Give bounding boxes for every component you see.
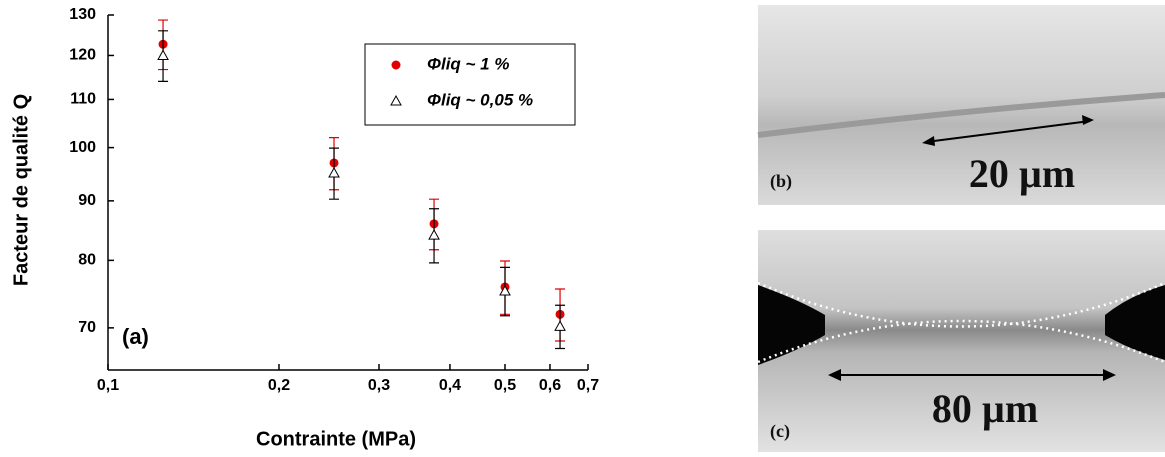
scale-label: 80 µm [932, 386, 1038, 431]
data-point [499, 284, 511, 296]
x-tick-label: 0,2 [268, 377, 290, 394]
legend-label: Φliq ~ 1 % [427, 54, 509, 73]
data-point [554, 320, 566, 331]
image-b [758, 5, 1165, 205]
x-tick-label: 0,6 [539, 377, 561, 394]
x-axis-label: Contrainte (MPa) [256, 428, 416, 450]
y-tick-label: 100 [69, 139, 96, 156]
legend-marker [390, 94, 402, 106]
y-tick-label: 90 [78, 192, 96, 209]
x-tick-label: 0,4 [439, 377, 461, 394]
data-point [157, 49, 169, 60]
x-tick-label: 0,3 [368, 377, 390, 394]
micrograph-b: 20 µm (b) [757, 5, 1165, 205]
data-point [328, 166, 340, 178]
panel-label: (a) [122, 324, 149, 349]
y-tick-label: 120 [69, 47, 96, 64]
dark-right [1105, 285, 1165, 360]
scale-arrow [925, 120, 1091, 143]
data-point [428, 229, 440, 240]
fiber-edge [757, 92, 1165, 138]
y-tick-label: 70 [78, 319, 96, 336]
legend-box [364, 43, 576, 126]
legend-label: Φliq ~ 0,05 % [427, 90, 533, 109]
image-c [758, 230, 1165, 452]
y-axis-label: Facteur de qualité Q [10, 94, 32, 286]
micrograph-c: 80 µm (c) [757, 230, 1165, 452]
y-tick-label: 80 [78, 252, 96, 269]
dark-left [758, 285, 825, 365]
dotted-contour [757, 281, 1165, 364]
scale-label: 20 µm [969, 151, 1075, 196]
y-tick-label: 110 [70, 91, 96, 108]
x-tick-label: 0,5 [494, 377, 516, 394]
legend-marker [391, 60, 401, 70]
x-tick-label: 0,1 [97, 377, 119, 394]
image-label: (b) [770, 171, 792, 192]
y-tick-label: 130 [69, 6, 96, 23]
image-label: (c) [770, 421, 790, 442]
x-tick-label: 0,7 [577, 377, 599, 394]
